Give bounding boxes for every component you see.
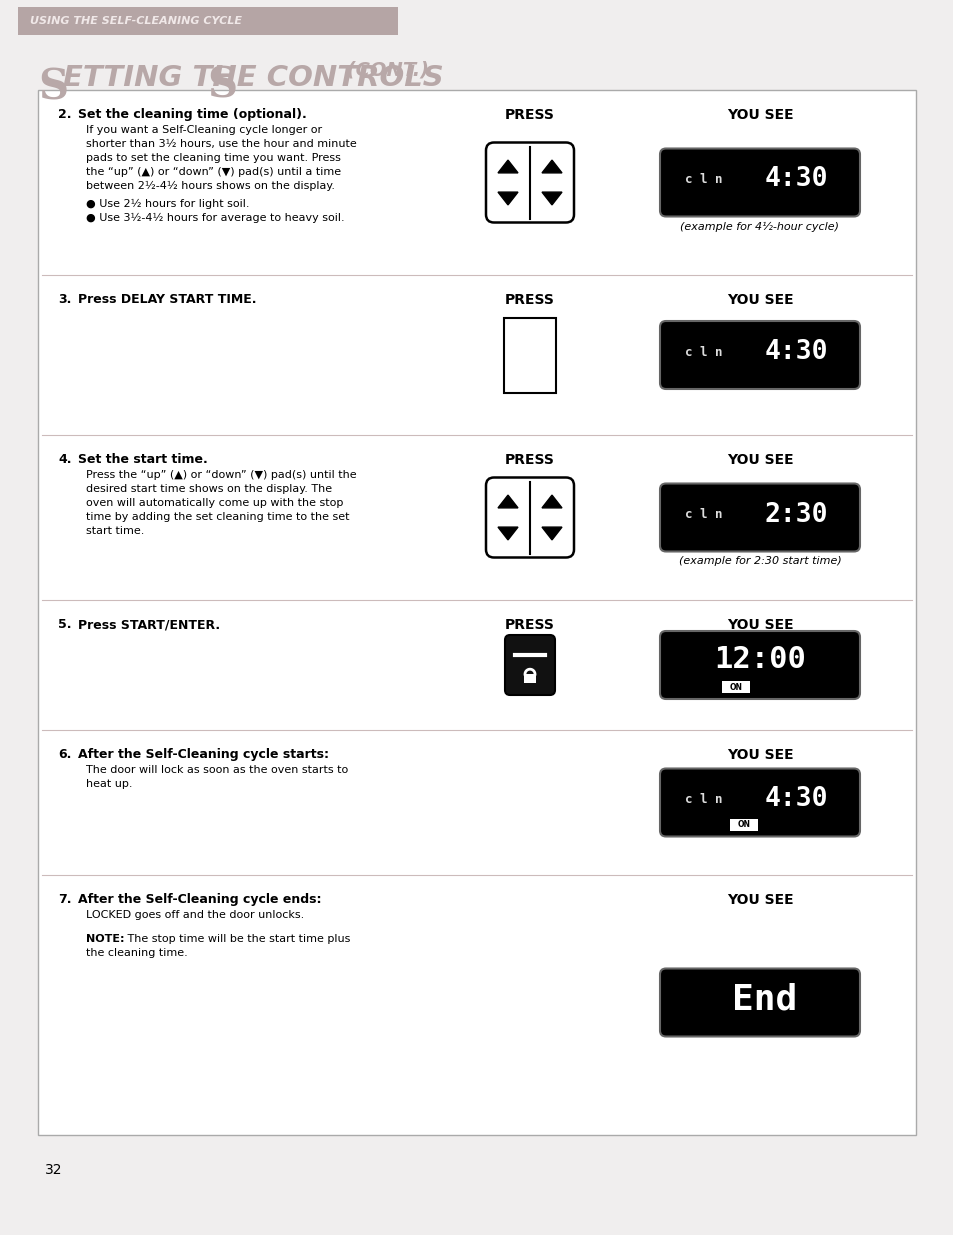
Text: After the Self-Cleaning cycle starts:: After the Self-Cleaning cycle starts: bbox=[78, 748, 329, 761]
Text: ETTING THE CONTROLS: ETTING THE CONTROLS bbox=[63, 64, 443, 91]
FancyBboxPatch shape bbox=[659, 768, 859, 836]
FancyBboxPatch shape bbox=[485, 478, 574, 557]
Text: ON: ON bbox=[729, 683, 741, 692]
FancyBboxPatch shape bbox=[659, 968, 859, 1036]
Text: (example for 4½-hour cycle): (example for 4½-hour cycle) bbox=[679, 221, 839, 232]
Text: YOU SEE: YOU SEE bbox=[726, 107, 793, 122]
Text: time by adding the set cleaning time to the set: time by adding the set cleaning time to … bbox=[86, 513, 349, 522]
Bar bbox=[523, 674, 536, 683]
Polygon shape bbox=[497, 527, 517, 540]
Text: c l n: c l n bbox=[684, 793, 722, 806]
Text: 12:00: 12:00 bbox=[713, 645, 805, 673]
FancyBboxPatch shape bbox=[485, 142, 574, 222]
Text: the cleaning time.: the cleaning time. bbox=[86, 948, 188, 958]
Polygon shape bbox=[541, 495, 561, 508]
Text: shorter than 3½ hours, use the hour and minute: shorter than 3½ hours, use the hour and … bbox=[86, 140, 356, 149]
Text: USING THE SELF-CLEANING CYCLE: USING THE SELF-CLEANING CYCLE bbox=[30, 16, 242, 26]
Text: PRESS: PRESS bbox=[504, 453, 555, 467]
Text: ● Use 2½ hours for light soil.: ● Use 2½ hours for light soil. bbox=[86, 199, 250, 209]
Text: Press DELAY START TIME.: Press DELAY START TIME. bbox=[78, 293, 256, 306]
Polygon shape bbox=[497, 495, 517, 508]
Polygon shape bbox=[541, 527, 561, 540]
FancyBboxPatch shape bbox=[659, 148, 859, 216]
Text: ON: ON bbox=[737, 820, 750, 829]
Text: 32: 32 bbox=[45, 1163, 63, 1177]
Text: The stop time will be the start time plus: The stop time will be the start time plu… bbox=[124, 934, 350, 944]
Text: between 2½-4½ hours shows on the display.: between 2½-4½ hours shows on the display… bbox=[86, 182, 335, 191]
Text: 4:30: 4:30 bbox=[763, 167, 827, 193]
Text: c l n: c l n bbox=[684, 346, 722, 358]
Polygon shape bbox=[497, 161, 517, 173]
FancyBboxPatch shape bbox=[659, 483, 859, 552]
Text: pads to set the cleaning time you want. Press: pads to set the cleaning time you want. … bbox=[86, 153, 340, 163]
Text: c l n: c l n bbox=[684, 173, 722, 186]
Bar bbox=[503, 317, 556, 393]
Text: The door will lock as soon as the oven starts to: The door will lock as soon as the oven s… bbox=[86, 764, 348, 776]
Text: ● Use 3½-4½ hours for average to heavy soil.: ● Use 3½-4½ hours for average to heavy s… bbox=[86, 212, 344, 224]
Text: 5.: 5. bbox=[58, 618, 71, 631]
Bar bbox=[18, 7, 397, 35]
Text: 7.: 7. bbox=[58, 893, 71, 906]
FancyBboxPatch shape bbox=[504, 635, 555, 695]
Text: S: S bbox=[38, 67, 68, 109]
Text: PRESS: PRESS bbox=[504, 293, 555, 308]
Text: 4:30: 4:30 bbox=[763, 787, 827, 813]
Text: S: S bbox=[63, 64, 238, 106]
Text: oven will automatically come up with the stop: oven will automatically come up with the… bbox=[86, 498, 343, 508]
Text: 2:30: 2:30 bbox=[763, 501, 827, 527]
Text: Set the cleaning time (optional).: Set the cleaning time (optional). bbox=[78, 107, 307, 121]
Text: YOU SEE: YOU SEE bbox=[726, 453, 793, 467]
Bar bbox=[729, 819, 758, 830]
Text: (example for 2:30 start time): (example for 2:30 start time) bbox=[678, 557, 841, 567]
Text: YOU SEE: YOU SEE bbox=[726, 893, 793, 906]
Text: the “up” (▲) or “down” (▼) pad(s) until a time: the “up” (▲) or “down” (▼) pad(s) until … bbox=[86, 167, 341, 177]
Text: PRESS: PRESS bbox=[504, 618, 555, 632]
Text: Set the start time.: Set the start time. bbox=[78, 453, 208, 466]
Text: NOTE:: NOTE: bbox=[86, 934, 125, 944]
FancyBboxPatch shape bbox=[659, 631, 859, 699]
FancyBboxPatch shape bbox=[659, 321, 859, 389]
Text: End: End bbox=[732, 983, 797, 1016]
Text: PRESS: PRESS bbox=[504, 107, 555, 122]
Polygon shape bbox=[541, 161, 561, 173]
Text: start time.: start time. bbox=[86, 526, 144, 536]
Text: Press START/ENTER.: Press START/ENTER. bbox=[78, 618, 220, 631]
Text: 4.: 4. bbox=[58, 453, 71, 466]
Text: c l n: c l n bbox=[684, 508, 722, 521]
Text: 4:30: 4:30 bbox=[763, 338, 827, 366]
Polygon shape bbox=[541, 193, 561, 205]
Text: Press the “up” (▲) or “down” (▼) pad(s) until the: Press the “up” (▲) or “down” (▼) pad(s) … bbox=[86, 471, 356, 480]
Text: 6.: 6. bbox=[58, 748, 71, 761]
Text: 2.: 2. bbox=[58, 107, 71, 121]
Text: YOU SEE: YOU SEE bbox=[726, 293, 793, 308]
Text: desired start time shows on the display. The: desired start time shows on the display.… bbox=[86, 484, 332, 494]
Text: (CONT.): (CONT.) bbox=[339, 61, 429, 80]
Text: LOCKED goes off and the door unlocks.: LOCKED goes off and the door unlocks. bbox=[86, 910, 304, 920]
Text: If you want a Self-Cleaning cycle longer or: If you want a Self-Cleaning cycle longer… bbox=[86, 125, 322, 135]
Text: 3.: 3. bbox=[58, 293, 71, 306]
Text: YOU SEE: YOU SEE bbox=[726, 618, 793, 632]
Text: After the Self-Cleaning cycle ends:: After the Self-Cleaning cycle ends: bbox=[78, 893, 321, 906]
Bar bbox=[721, 680, 749, 693]
Text: YOU SEE: YOU SEE bbox=[726, 748, 793, 762]
Polygon shape bbox=[497, 193, 517, 205]
Text: heat up.: heat up. bbox=[86, 779, 132, 789]
Bar bbox=[38, 90, 915, 1135]
